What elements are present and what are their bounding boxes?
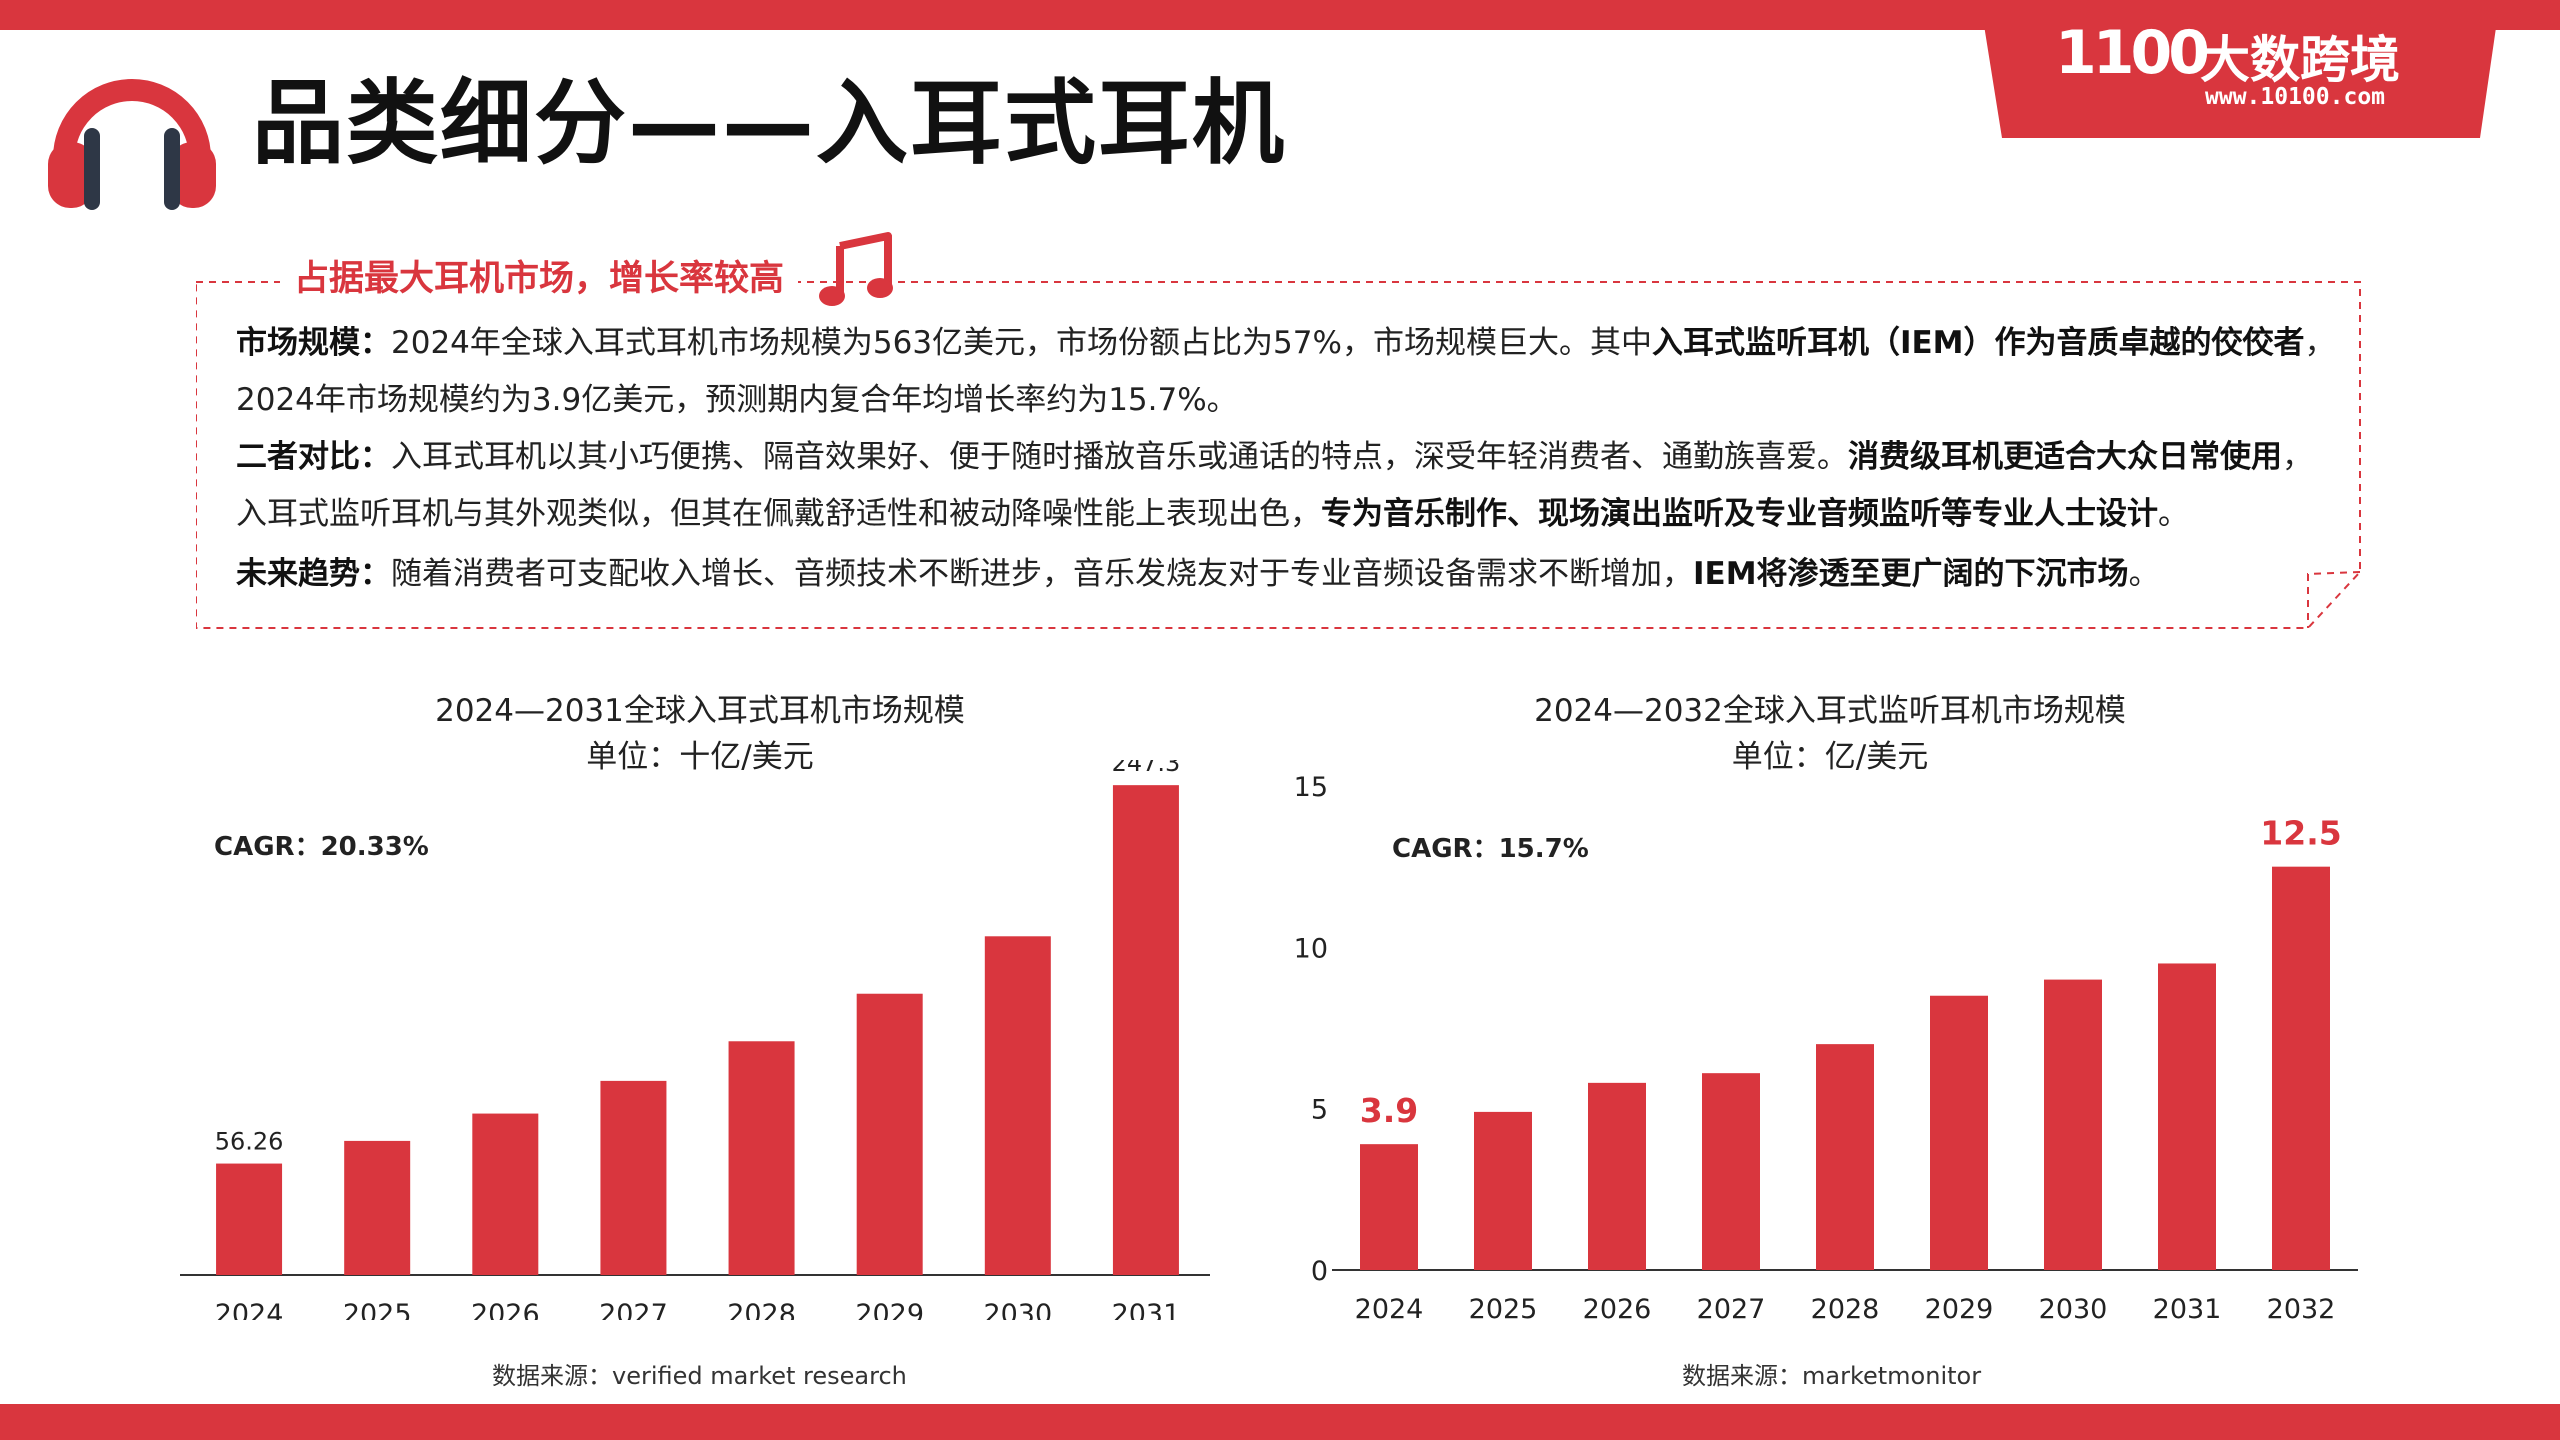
chart1-bar [216,1163,283,1275]
chart2-bar [1816,1044,1874,1270]
summary-frame [196,281,2361,629]
p1-bold: 入耳式监听耳机（IEM）作为音质卓越的佼佼者 [1651,325,2305,361]
chart2-y-tick: 10 [1294,933,1328,964]
chart2-x-tick: 2032 [2267,1294,2336,1320]
chart1-x-tick: 2028 [727,1299,796,1320]
chart2-x-tick: 2027 [1697,1294,1766,1320]
page-title: 品类细分——入耳式耳机 [252,70,1287,177]
brand-name: 大数跨境 [2200,31,2400,89]
p3-tail: 。 [2128,556,2160,592]
p2-bold: 消费级耳机更适合大众日常使用 [1848,439,2282,475]
logo-number: 100 [2092,18,2210,88]
summary-box [196,280,2362,630]
brand-logo-tab [1980,0,2500,138]
chart2-cagr: CAGR：15.7% [1392,834,1589,864]
chart2-x-tick: 2024 [1355,1294,1424,1320]
chart2-source: 数据来源：marketmonitor [1682,1362,1982,1390]
chart1-x-tick: 2030 [983,1299,1052,1320]
chart2-bar [1360,1144,1418,1270]
chart1-title: 2024—2031全球入耳式耳机市场规模 [435,693,965,729]
chart1-x-tick: 2029 [855,1299,924,1320]
chart2-bar [1702,1073,1760,1270]
chart2-x-tick: 2030 [2039,1294,2108,1320]
chart1-x-tick: 2031 [1112,1299,1181,1320]
label-market-size: 市场规模： [236,325,391,361]
p3-bold: IEM将渗透至更广阔的下沉市场 [1693,556,2129,592]
chart1-source: 数据来源：verified market research [492,1362,907,1390]
p2-mid: ，入耳式监听耳机与其外观类似，但其在佩戴舒适性和被动降噪性能上表现出色， [236,439,2313,532]
chart2-title: 2024—2032全球入耳式监听耳机市场规模 [1534,693,2126,729]
chart2-bar [1474,1111,1532,1270]
label-comparison: 二者对比： [236,439,391,475]
chart2-data-label: 12.5 [2260,814,2341,853]
chart1-bar [728,1041,795,1275]
p3-text: 随着消费者可支配收入增长、音频技术不断进步，音乐发烧友对于专业音频设备需求不断增… [391,556,1693,592]
chart1-title-block: 2024—2031全球入耳式耳机市场规模 单位：十亿/美元 [200,688,1200,780]
chart1-cagr: CAGR：20.33% [214,832,429,862]
chart2-x-tick: 2025 [1469,1294,1538,1320]
chart2-y-tick: 0 [1311,1256,1328,1287]
brand-url: www.10100.com [2205,84,2386,110]
chart2-x-tick: 2026 [1583,1294,1652,1320]
label-future-trend: 未来趋势： [236,556,391,592]
logo-tab-shape [1980,0,2500,138]
paragraph-market-size: 市场规模：2024年全球入耳式耳机市场规模为563亿美元，市场份额占比为57%，… [236,315,2336,429]
p1-tail: ，2024年市场规模约为3.9亿美元，预测期内复合年均增长率约为15.7%。 [236,325,2336,418]
chart2-bar [2272,866,2330,1270]
chart1-bar [600,1080,667,1275]
chart1-bar [984,936,1051,1275]
brand-logo-mark: 1100 [2055,18,2210,88]
chart2-x-tick: 2028 [1811,1294,1880,1320]
p2-bold2: 专为音乐制作、现场演出监听及专业音频监听等专业人士设计 [1321,496,2158,532]
chart1-subtitle: 单位：十亿/美元 [586,739,814,775]
logo-prefix: 1 [2055,18,2097,88]
chart2-y-tick: 5 [1311,1095,1328,1126]
summary-heading: 占据最大耳机市场，增长率较高 [280,250,799,301]
chart2-bar [1588,1082,1646,1270]
paragraph-comparison: 二者对比：入耳式耳机以其小巧便携、隔音效果好、便于随时播放音乐或通话的特点，深受… [236,429,2336,543]
bottom-accent-bar [0,1404,2560,1440]
chart2-title-block: 2024—2032全球入耳式监听耳机市场规模 单位：亿/美元 [1330,688,2330,780]
chart1-bar [856,993,923,1275]
p2-text: 入耳式耳机以其小巧便携、隔音效果好、便于随时播放音乐或通话的特点，深受年轻消费者… [391,439,1848,475]
chart2-plot: 0 5 10 15 2024 3.9 2025 2026 2027 2028 2029 2030 203… [1294,772,2358,1320]
chart1-plot: 2024 56.26 2025 2026 2027 2028 2029 2030 2031 247… [180,760,1210,1320]
chart2-bar [1930,995,1988,1270]
headphones-icon [48,79,216,210]
p2-tail: 。 [2158,496,2189,532]
chart1-x-tick: 2026 [471,1299,540,1320]
chart1-x-tick: 2025 [343,1299,412,1320]
p1-text: 2024年全球入耳式耳机市场规模为563亿美元，市场份额占比为57%，市场规模巨… [391,325,1652,361]
chart2-bar [2044,979,2102,1270]
chart1-x-tick: 2027 [599,1299,668,1320]
music-note-icon [819,232,893,306]
chart2-x-tick: 2029 [1925,1294,1994,1320]
chart2-y-tick: 15 [1294,772,1328,803]
chart2-subtitle: 单位：亿/美元 [1731,739,1929,775]
chart1-x-tick: 2024 [215,1299,284,1320]
chart1-bar [1112,785,1179,1275]
paragraph-future-trend: 未来趋势：随着消费者可支配收入增长、音频技术不断进步，音乐发烧友对于专业音频设备… [236,546,2336,603]
chart1-data-label: 56.26 [215,1128,284,1156]
chart1-bar [472,1113,539,1275]
chart2-bar [2158,963,2216,1270]
chart2-x-tick: 2031 [2153,1294,2222,1320]
chart1-bar [344,1140,411,1275]
chart2-data-label: 3.9 [1360,1091,1418,1130]
chart1-data-label: 247.3 [1112,760,1181,777]
